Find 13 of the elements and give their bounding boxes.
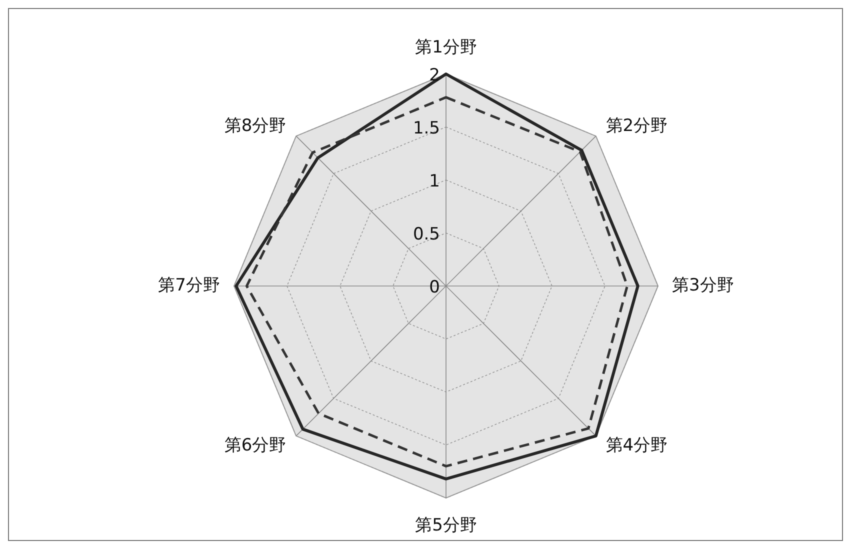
spoke-label: 第5分野 bbox=[415, 516, 477, 536]
spoke-label: 第7分野 bbox=[158, 276, 220, 296]
y-tick-label: 1 bbox=[429, 172, 440, 192]
spoke-label: 第2分野 bbox=[606, 116, 668, 136]
y-tick-label: 1.5 bbox=[412, 118, 440, 139]
y-tick-label: 0.5 bbox=[412, 224, 440, 245]
y-tick-label: 0 bbox=[429, 278, 440, 298]
spoke-label: 第8分野 bbox=[224, 116, 286, 136]
spoke-label: 第6分野 bbox=[224, 435, 286, 456]
y-tick-label: 2 bbox=[429, 66, 440, 86]
spoke-label: 第3分野 bbox=[672, 276, 734, 296]
spoke-label: 第1分野 bbox=[415, 38, 477, 58]
spoke-label: 第4分野 bbox=[606, 435, 668, 456]
